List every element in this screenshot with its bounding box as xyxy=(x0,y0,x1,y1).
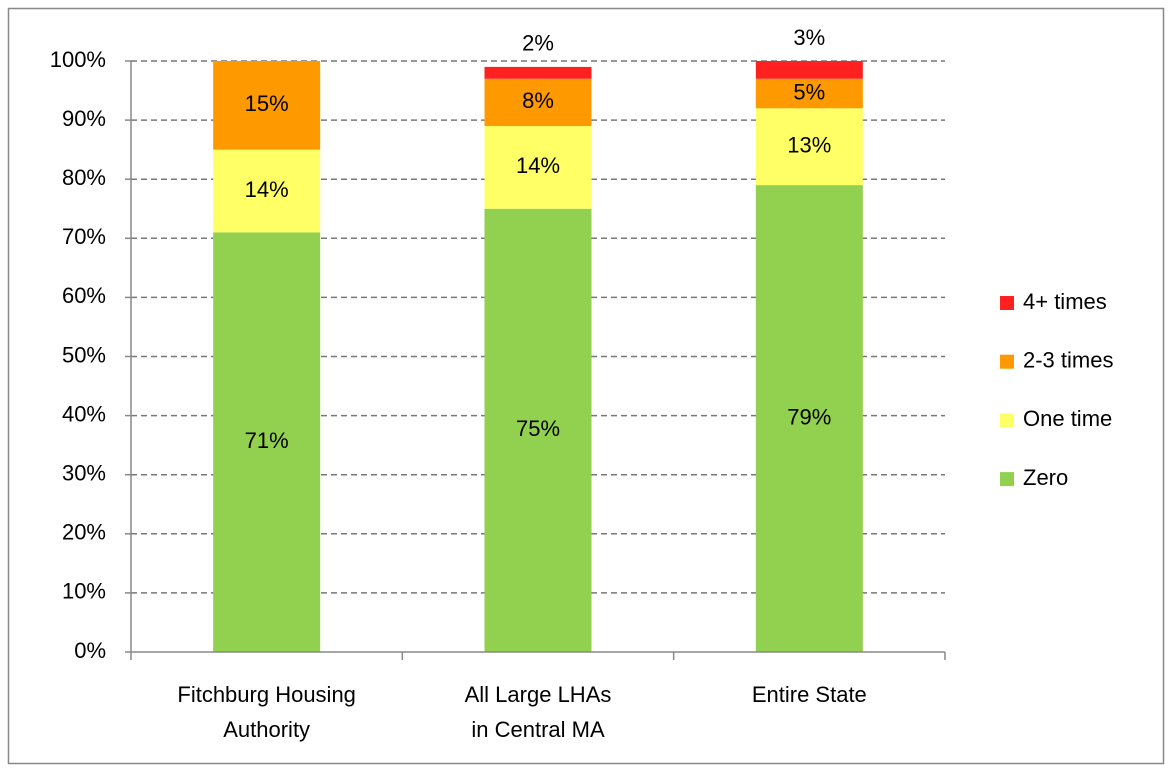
bar-segment xyxy=(484,66,592,79)
data-label: 15% xyxy=(245,91,289,116)
legend-label: 2-3 times xyxy=(1023,348,1113,373)
data-label: 3% xyxy=(793,25,825,50)
legend-swatch xyxy=(1000,296,1014,310)
legend-label: 4+ times xyxy=(1023,289,1107,314)
bar-segment xyxy=(213,232,321,652)
y-tick-label: 50% xyxy=(62,342,106,367)
data-label: 8% xyxy=(522,88,554,113)
y-tick-label: 0% xyxy=(74,638,106,663)
x-tick-label: All Large LHAs in Central MA xyxy=(464,682,612,742)
bar-segment xyxy=(755,108,863,186)
y-tick-label: 40% xyxy=(62,401,106,426)
y-tick-label: 20% xyxy=(62,520,106,545)
y-tick-label: 70% xyxy=(62,224,106,249)
data-label: 5% xyxy=(793,79,825,104)
legend-label: Zero xyxy=(1023,465,1068,490)
y-tick-label: 10% xyxy=(62,579,106,604)
bar-segment xyxy=(484,78,592,127)
legend-swatch xyxy=(1000,413,1014,428)
data-label: 79% xyxy=(787,404,831,429)
y-tick-label: 60% xyxy=(62,283,106,308)
x-tick-label: Fitchburg Housing Authority xyxy=(177,682,356,742)
data-label: 71% xyxy=(245,428,289,453)
legend-swatch xyxy=(1000,472,1014,487)
data-label: 14% xyxy=(245,177,289,202)
y-tick-label: 30% xyxy=(62,461,106,486)
y-tick-label: 80% xyxy=(62,165,106,190)
bar-segment xyxy=(484,126,592,209)
bar-segment xyxy=(755,78,863,109)
data-label: 75% xyxy=(516,416,560,441)
bar-segment xyxy=(484,208,592,652)
legend-swatch xyxy=(1000,354,1014,369)
legend-label: One time xyxy=(1023,406,1112,431)
bar-segment xyxy=(755,61,863,79)
data-label: 13% xyxy=(787,133,831,158)
bar-segment xyxy=(755,185,863,653)
y-tick-label: 100% xyxy=(50,47,106,72)
data-label: 2% xyxy=(522,31,554,56)
bar-segment xyxy=(213,149,321,233)
data-label: 14% xyxy=(516,153,560,178)
x-tick-label: Entire State xyxy=(751,682,867,707)
bar-segment xyxy=(213,61,321,150)
y-tick-label: 90% xyxy=(62,106,106,131)
